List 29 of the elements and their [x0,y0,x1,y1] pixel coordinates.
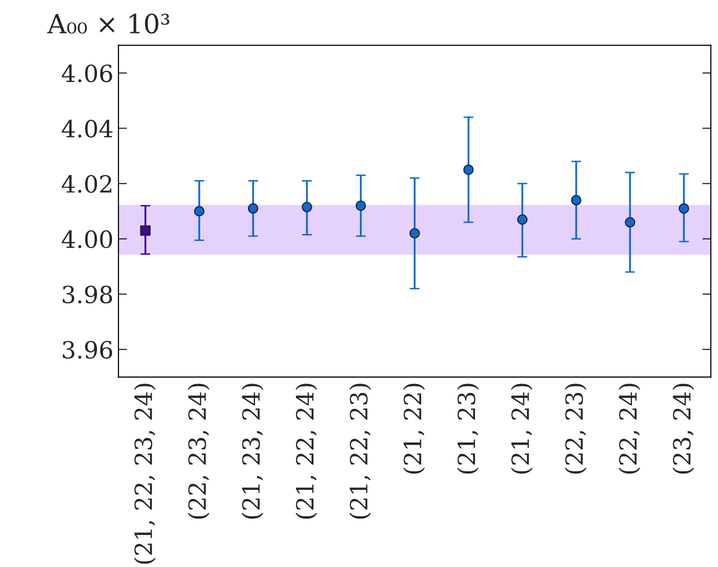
x-tick-label: (21, 23) [457,384,479,474]
y-tick-label: 4.02 [62,175,112,193]
point [302,202,312,212]
point [678,203,690,214]
y-tick-label: 3.98 [62,286,112,304]
x-tick-label: (22, 23) [564,384,586,474]
y-tick-label: 4.06 [62,64,112,82]
y-axis-title: A₀₀ × 10³ [47,14,170,34]
point [356,200,366,211]
point [248,203,258,214]
point [194,206,204,216]
point [624,217,636,228]
x-tick-label: (21, 22, 23, 24) [134,384,156,564]
x-tick-label: (21, 23, 24) [242,384,264,519]
y-tick-label: 3.96 [62,340,112,359]
x-tick-label: (21, 24) [510,384,533,474]
point [570,194,582,206]
x-tick-label: (22, 23, 24) [188,384,210,519]
x-tick-label: (21, 22, 24) [296,384,318,519]
y-tick-label: 4.04 [62,120,112,138]
point [463,164,474,175]
point [517,214,528,225]
x-tick-label: (23, 24) [672,384,694,474]
x-tick-label: (21, 22) [403,384,425,474]
point [409,228,420,239]
x-tick-label: (21, 22, 23) [349,384,371,519]
x-tick-label: (22, 24) [618,384,640,474]
point [140,225,151,236]
y-tick-label: 4.00 [62,230,112,248]
